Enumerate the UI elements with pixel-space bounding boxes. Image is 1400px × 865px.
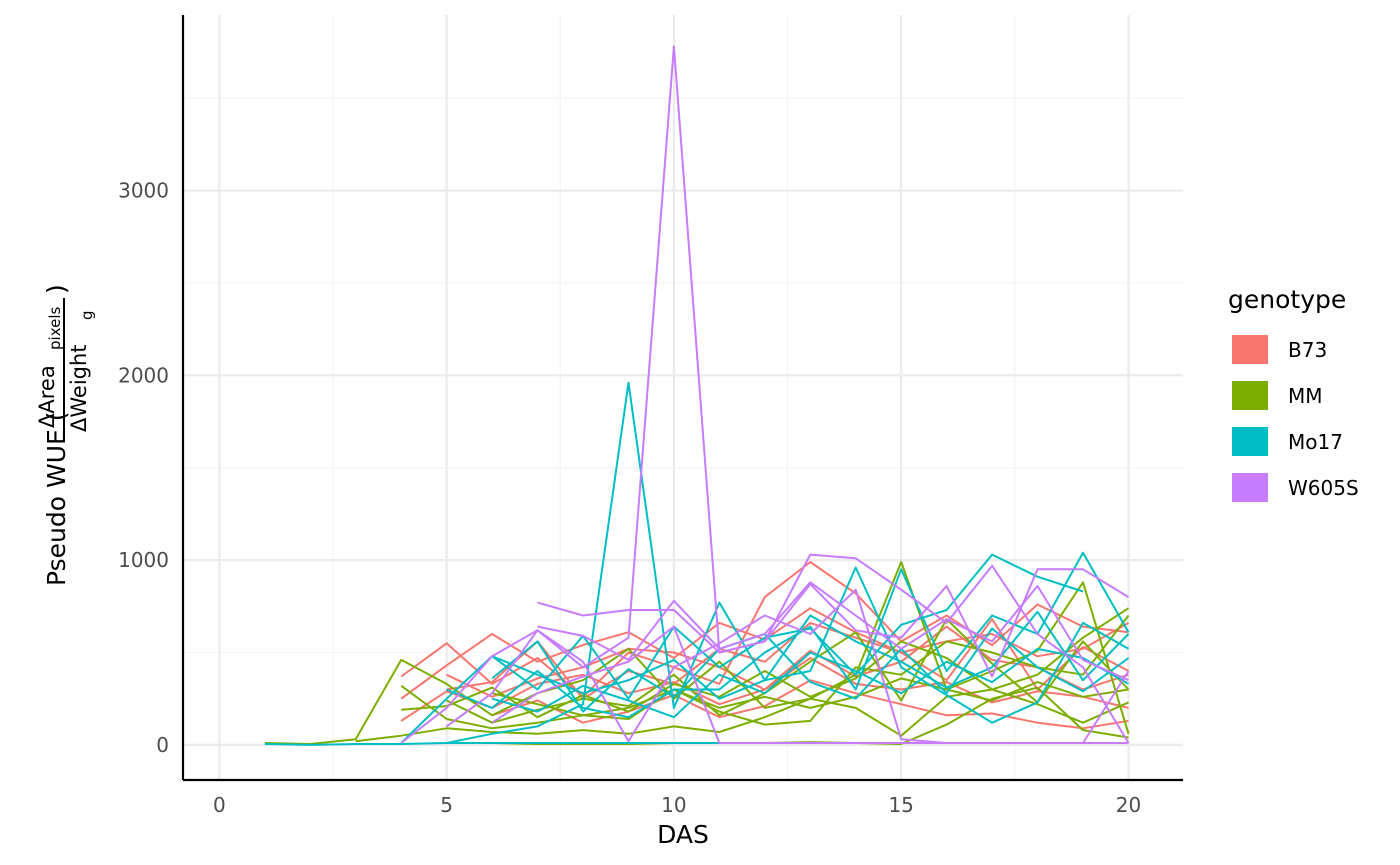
series-line-mo17-4 [491, 610, 1130, 700]
x-axis-title: DAS [657, 820, 709, 849]
y-axis-title-numerator-sub: pixels [46, 306, 64, 350]
y-axis-title-denominator: ΔWeight [67, 344, 91, 432]
legend-label-mo17: Mo17 [1288, 430, 1343, 454]
series-line-mm-5 [355, 688, 1129, 743]
series-line-w605s-4 [537, 581, 1129, 682]
x-tick-label: 20 [1116, 793, 1141, 817]
series-line-mo17-6 [491, 647, 1129, 719]
series-layer [264, 45, 1130, 746]
series-line-mo17-7 [491, 627, 1130, 713]
tick-labels: 0 5 10 15 20 0 1000 2000 3000 [118, 179, 1141, 817]
series-line-b73-5 [400, 657, 1129, 722]
series-line-mm-3 [446, 618, 1130, 724]
legend-key-mo17 [1232, 427, 1268, 456]
series-line-b73-3 [446, 618, 1129, 700]
x-tick-label: 10 [661, 793, 686, 817]
x-tick-label: 0 [213, 793, 226, 817]
series-line-w605s-2 [537, 553, 1130, 744]
y-axis-title-denominator-sub: g [78, 310, 96, 320]
legend-label-b73: B73 [1288, 338, 1327, 362]
y-axis-title-suffix: ) [42, 284, 71, 294]
legend-label-mm: MM [1288, 384, 1323, 408]
legend-entries: B73 MM Mo17 W605S [1232, 335, 1359, 502]
legend-label-w605s: W605S [1288, 476, 1359, 500]
legend-key-mm [1232, 381, 1268, 410]
y-tick-label: 1000 [118, 548, 169, 572]
series-line-mo17-2 [400, 553, 1084, 744]
grid [183, 15, 1183, 780]
y-tick-label: 2000 [118, 363, 169, 387]
series-line-b73-4 [446, 625, 1129, 698]
series-line-w605s-5 [491, 625, 1129, 744]
axes [181, 15, 1183, 782]
legend-key-b73 [1232, 335, 1268, 364]
legend-key-w605s [1232, 473, 1268, 502]
series-w605s [400, 45, 1130, 744]
legend: genotype B73 MM Mo17 W605S [1228, 285, 1359, 502]
series-line-b73-6 [491, 679, 1129, 730]
legend-title: genotype [1228, 285, 1346, 314]
y-axis-title: Pseudo WUE ( ΔArea pixels ΔWeight g ) [35, 284, 96, 586]
x-tick-label: 15 [888, 793, 913, 817]
y-axis-title-prefix: Pseudo WUE ( [42, 411, 71, 586]
x-tick-label: 5 [440, 793, 453, 817]
series-line-b73-1 [400, 561, 1129, 698]
series-line-mm-7 [491, 614, 1130, 726]
y-tick-label: 0 [156, 733, 169, 757]
y-axis-title-numerator: ΔArea [35, 365, 59, 428]
y-tick-label: 3000 [118, 179, 169, 203]
